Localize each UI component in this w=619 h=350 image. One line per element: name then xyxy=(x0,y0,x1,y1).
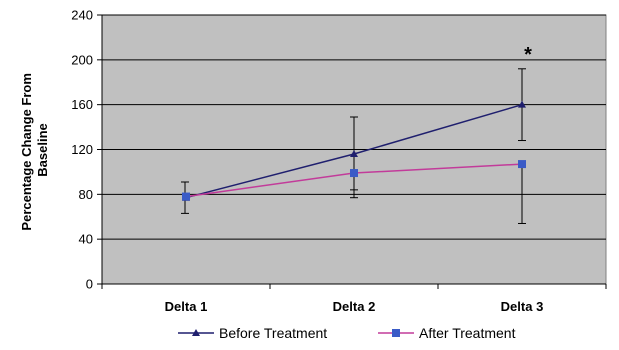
triangle-marker xyxy=(192,329,200,336)
legend-label: Before Treatment xyxy=(219,325,327,341)
significance-asterisk: * xyxy=(524,44,532,66)
annotations: * xyxy=(524,44,532,66)
y-tick-label: 240 xyxy=(71,8,93,23)
y-tick-label: 160 xyxy=(71,97,93,112)
legend: Before Treatment After Treatment xyxy=(178,325,516,341)
y-axis-label-line-1: Percentage Change From xyxy=(19,73,34,231)
x-category-label: Delta 2 xyxy=(333,299,376,314)
x-category-label: Delta 1 xyxy=(165,299,208,314)
error-bars xyxy=(181,68,526,224)
triangle-marker xyxy=(518,100,526,108)
triangle-marker xyxy=(350,149,358,157)
square-marker xyxy=(182,192,190,201)
y-tick-label: 120 xyxy=(71,142,93,157)
y-tick-label: 40 xyxy=(79,232,93,247)
legend-label: After Treatment xyxy=(419,325,516,341)
square-marker xyxy=(392,329,400,337)
y-axis-label-line-2: Baseline xyxy=(35,123,50,176)
square-marker xyxy=(350,169,358,178)
y-axis-label: Percentage Change From Baseline xyxy=(19,69,50,230)
y-axis-ticks: 0 40 80 120 160 200 240 xyxy=(71,8,103,292)
square-marker xyxy=(518,160,526,169)
y-tick-label: 200 xyxy=(71,52,93,67)
y-tick-label: 80 xyxy=(79,187,93,202)
y-tick-label: 0 xyxy=(86,277,93,292)
series-markers xyxy=(182,100,526,201)
x-category-label: Delta 3 xyxy=(501,299,544,314)
x-axis-ticks: Delta 1 Delta 2 Delta 3 xyxy=(101,283,607,314)
